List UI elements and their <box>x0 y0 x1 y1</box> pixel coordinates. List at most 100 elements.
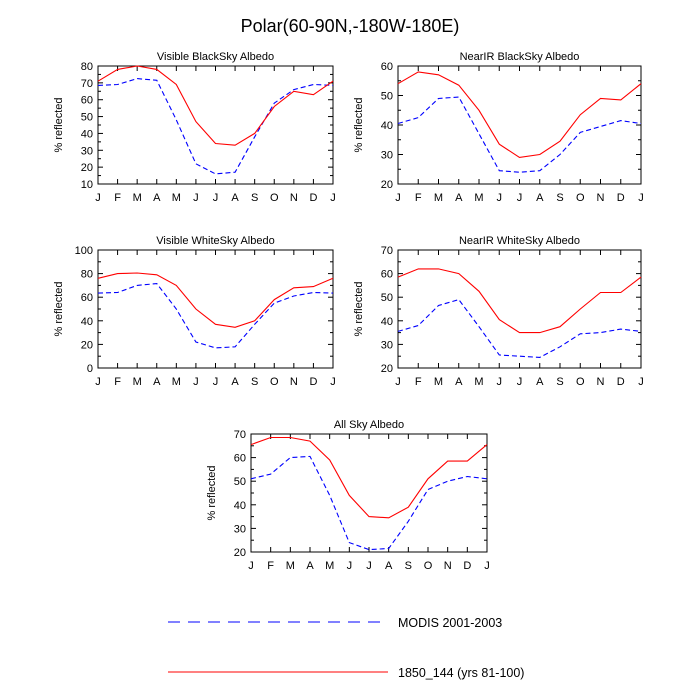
series-line-model <box>397 71 642 158</box>
y-tick-label: 100 <box>75 245 93 257</box>
legend-label-modis: MODIS 2001-2003 <box>398 616 502 630</box>
y-tick-label: 60 <box>381 269 393 281</box>
x-tick-label: J <box>497 376 503 388</box>
x-tick-label: D <box>309 376 317 388</box>
y-tick-label: 60 <box>81 292 93 304</box>
x-tick-label: J <box>330 192 336 204</box>
x-tick-label: N <box>290 376 298 388</box>
x-tick-label: J <box>330 376 336 388</box>
figure-title: Polar(60-90N,-180W-180E) <box>241 16 460 36</box>
series-line-model <box>97 65 334 146</box>
x-tick-label: S <box>556 376 563 388</box>
y-tick-label: 40 <box>381 120 393 132</box>
y-axis-label: % reflected <box>206 465 218 520</box>
x-tick-label: A <box>536 376 544 388</box>
x-tick-label: J <box>517 376 523 388</box>
x-tick-label: J <box>95 376 101 388</box>
x-tick-label: M <box>434 376 443 388</box>
x-tick-label: D <box>309 192 317 204</box>
plot-frame <box>250 433 488 553</box>
y-tick-label: 80 <box>81 61 93 73</box>
y-tick-label: 0 <box>87 363 93 375</box>
x-tick-label: M <box>325 560 334 572</box>
panel-title: All Sky Albedo <box>334 419 404 431</box>
y-axis-label: % reflected <box>353 281 365 336</box>
x-tick-label: F <box>415 192 422 204</box>
y-tick-label: 50 <box>381 91 393 103</box>
panel-title: NearIR BlackSky Albedo <box>460 51 580 63</box>
x-tick-label: N <box>597 376 605 388</box>
x-tick-label: N <box>597 192 605 204</box>
x-tick-label: J <box>395 192 401 204</box>
x-tick-label: J <box>517 192 523 204</box>
panel-title: NearIR WhiteSky Albedo <box>459 235 580 247</box>
y-tick-label: 10 <box>81 179 93 191</box>
x-tick-label: A <box>306 560 314 572</box>
series-line-modis <box>250 455 488 551</box>
x-tick-label: D <box>617 192 625 204</box>
x-tick-label: O <box>576 192 585 204</box>
y-tick-label: 20 <box>234 547 246 559</box>
y-tick-label: 60 <box>381 61 393 73</box>
x-tick-label: J <box>213 376 219 388</box>
x-tick-label: S <box>251 376 258 388</box>
y-axis-label: % reflected <box>53 281 65 336</box>
y-tick-label: 20 <box>81 162 93 174</box>
x-tick-label: O <box>270 192 279 204</box>
y-tick-label: 50 <box>234 476 246 488</box>
x-tick-label: A <box>231 376 239 388</box>
x-tick-label: J <box>213 192 219 204</box>
series-line-model <box>97 272 334 328</box>
x-tick-label: S <box>251 192 258 204</box>
x-tick-label: A <box>536 192 544 204</box>
y-tick-label: 70 <box>381 245 393 257</box>
x-tick-label: J <box>347 560 353 572</box>
x-tick-label: J <box>395 376 401 388</box>
y-tick-label: 70 <box>81 78 93 90</box>
y-tick-label: 20 <box>381 363 393 375</box>
series-line-modis <box>97 283 334 349</box>
x-tick-label: J <box>638 376 644 388</box>
x-tick-label: J <box>248 560 254 572</box>
x-tick-label: F <box>267 560 274 572</box>
x-tick-label: F <box>114 376 121 388</box>
y-tick-label: 20 <box>381 179 393 191</box>
x-tick-label: A <box>385 560 393 572</box>
x-tick-label: M <box>474 376 483 388</box>
y-tick-label: 50 <box>381 292 393 304</box>
x-tick-label: D <box>617 376 625 388</box>
x-tick-label: N <box>444 560 452 572</box>
x-tick-label: M <box>133 192 142 204</box>
x-tick-label: A <box>455 376 463 388</box>
x-tick-label: D <box>463 560 471 572</box>
y-axis-label: % reflected <box>353 97 365 152</box>
x-tick-label: A <box>231 192 239 204</box>
y-tick-label: 40 <box>381 316 393 328</box>
x-tick-label: M <box>474 192 483 204</box>
x-tick-label: O <box>270 376 279 388</box>
x-tick-label: A <box>153 376 161 388</box>
y-axis-label: % reflected <box>53 97 65 152</box>
x-tick-label: S <box>556 192 563 204</box>
y-tick-label: 20 <box>81 339 93 351</box>
panel-title: Visible BlackSky Albedo <box>157 51 274 63</box>
x-tick-label: A <box>153 192 161 204</box>
x-tick-label: M <box>172 376 181 388</box>
y-tick-label: 50 <box>81 112 93 124</box>
y-tick-label: 30 <box>234 523 246 535</box>
y-tick-label: 60 <box>234 453 246 465</box>
y-tick-label: 30 <box>381 150 393 162</box>
x-tick-label: J <box>95 192 101 204</box>
y-tick-label: 40 <box>234 500 246 512</box>
legend-label-model: 1850_144 (yrs 81-100) <box>398 666 524 680</box>
x-tick-label: J <box>497 192 503 204</box>
x-tick-label: M <box>133 376 142 388</box>
y-tick-label: 40 <box>81 316 93 328</box>
x-tick-label: J <box>193 376 199 388</box>
